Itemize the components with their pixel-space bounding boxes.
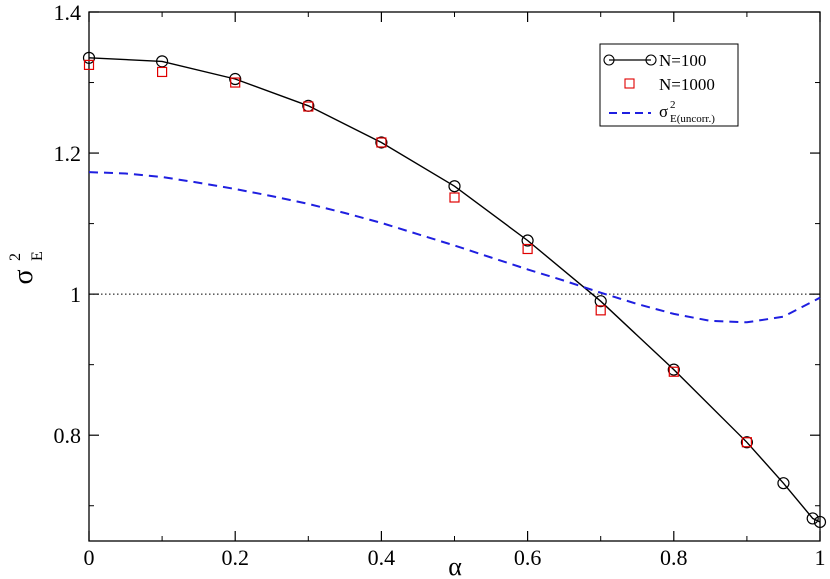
- y-axis-label-sub: E: [29, 251, 46, 261]
- x-tick-label: 0.4: [368, 545, 396, 570]
- data-point-square: [83, 59, 95, 71]
- legend-label-uncorr-main: σ: [659, 102, 668, 121]
- legend-label-uncorr-sub: E(uncorr.): [670, 113, 715, 125]
- data-point-circle: [375, 136, 388, 149]
- data-point-circle: [448, 180, 461, 193]
- y-axis-label-main: σ: [8, 269, 39, 284]
- data-point-circle: [82, 51, 96, 64]
- y-tick-label: 0.8: [54, 423, 82, 448]
- data-point-circle: [521, 234, 534, 247]
- data-point-circle: [229, 72, 242, 86]
- legend-marker-n100-left: [603, 54, 615, 66]
- y-axis-label-sup: 2: [7, 253, 24, 261]
- data-point-circle: [740, 436, 754, 449]
- data-point-circle: [777, 477, 790, 490]
- y-tick-label: 1.4: [54, 0, 82, 25]
- legend-entry-n1000: N=1000: [624, 75, 715, 94]
- series-layer: [82, 51, 827, 529]
- series-1: [83, 59, 753, 448]
- series-line: [88, 171, 821, 324]
- data-point-square: [303, 101, 314, 112]
- series-2: [88, 171, 821, 324]
- x-axis-label: α: [448, 552, 462, 579]
- data-point-square: [522, 243, 533, 255]
- legend-label-uncorr: σ: [659, 102, 668, 121]
- x-tick-label: 1: [815, 545, 826, 570]
- x-tick-label: 0.2: [221, 545, 249, 570]
- data-point-circle: [594, 295, 607, 308]
- legend-marker-n100-right: [645, 54, 657, 66]
- data-point-circle: [806, 512, 819, 525]
- data-point-circle: [667, 363, 680, 376]
- data-point-square: [157, 66, 168, 78]
- x-tick-label: 0.6: [514, 545, 542, 570]
- legend-label-n1000: N=1000: [659, 75, 715, 94]
- legend-label-uncorr-sup: 2: [670, 99, 676, 111]
- x-tick-label: 0.8: [660, 545, 688, 570]
- legend-entry-n100: N=100: [603, 51, 706, 70]
- x-tick-label: 0: [84, 545, 95, 570]
- data-point-square: [741, 437, 753, 448]
- x-axis-label-text: α: [448, 552, 462, 579]
- data-point-square: [230, 77, 241, 88]
- legend: N=100 N=1000 σ 2 E(uncorr.): [599, 43, 739, 127]
- axis-ticks: 0 0.2 0.4 0.6 0.8 1 0.8 1 1.2 1.4: [54, 0, 826, 570]
- data-point-square: [376, 137, 387, 148]
- series-line: [88, 57, 821, 523]
- data-point-square: [595, 305, 606, 316]
- data-point-circle: [813, 515, 827, 529]
- y-tick-label: 1: [70, 282, 81, 307]
- y-axis-label: σ 2 E: [7, 251, 46, 284]
- legend-entry-uncorr: σ 2 E(uncorr.): [609, 99, 715, 125]
- legend-label-n100: N=100: [659, 51, 706, 70]
- y-axis-label-text: σ: [8, 269, 39, 284]
- y-tick-label: 1.2: [54, 141, 82, 166]
- data-point-square: [449, 192, 460, 203]
- data-point-square: [668, 366, 679, 377]
- legend-marker-n1000: [624, 78, 635, 89]
